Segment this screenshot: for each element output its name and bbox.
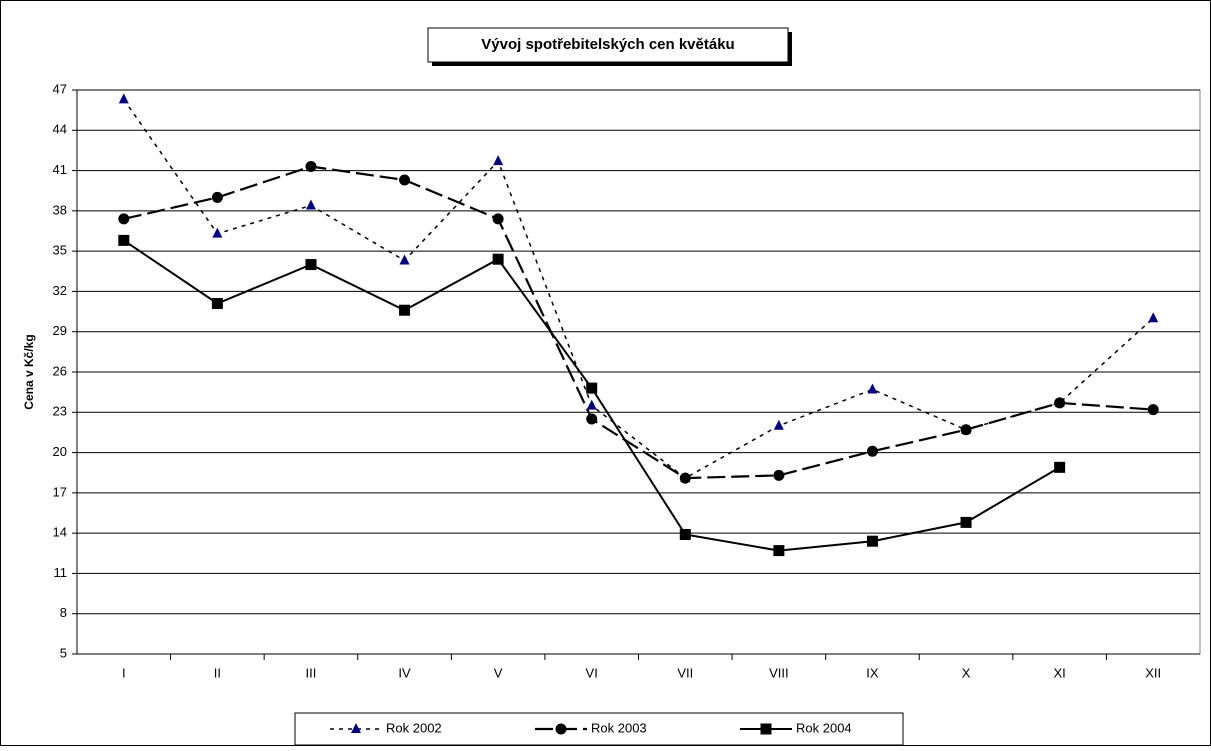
marker	[492, 253, 504, 265]
marker	[866, 535, 878, 547]
x-tick-label: VIII	[769, 665, 789, 680]
marker	[305, 161, 317, 173]
marker	[586, 399, 597, 410]
marker	[773, 469, 785, 481]
marker	[211, 191, 223, 203]
marker	[399, 254, 410, 265]
y-axis-label: Cena v Kč/kg	[22, 334, 36, 409]
y-tick-label: 17	[53, 484, 67, 499]
marker	[1054, 461, 1066, 473]
marker	[1148, 312, 1159, 323]
x-tick-label: X	[962, 665, 971, 680]
y-tick-label: 5	[60, 645, 67, 660]
chart-title: Vývoj spotřebitelských cen květáku	[481, 36, 734, 53]
y-tick-label: 47	[53, 81, 67, 96]
legend-label: Rok 2003	[591, 720, 647, 735]
marker	[773, 545, 785, 557]
marker	[351, 723, 361, 733]
marker	[586, 413, 598, 425]
marker	[679, 528, 691, 540]
x-tick-label: V	[494, 665, 503, 680]
legend-label: Rok 2004	[796, 720, 852, 735]
y-tick-label: 29	[53, 323, 67, 338]
marker	[305, 199, 316, 210]
y-tick-label: 14	[53, 525, 67, 540]
marker	[118, 93, 129, 104]
marker	[118, 213, 130, 225]
legend-label: Rok 2002	[386, 720, 442, 735]
x-tick-label: IX	[866, 665, 879, 680]
marker	[960, 516, 972, 528]
marker	[493, 155, 504, 166]
marker	[960, 424, 972, 436]
y-tick-label: 38	[53, 202, 67, 217]
x-tick-label: XII	[1145, 665, 1161, 680]
marker	[211, 298, 223, 310]
y-tick-label: 44	[53, 122, 67, 137]
y-tick-label: 20	[53, 444, 67, 459]
marker	[679, 472, 691, 484]
marker	[492, 213, 504, 225]
marker	[867, 383, 878, 394]
marker	[399, 174, 411, 186]
x-tick-label: IV	[398, 665, 411, 680]
marker	[760, 723, 772, 735]
marker	[866, 445, 878, 457]
y-tick-label: 8	[60, 605, 67, 620]
marker	[305, 259, 317, 271]
x-tick-label: XI	[1053, 665, 1065, 680]
y-tick-label: 26	[53, 363, 67, 378]
x-tick-label: VI	[586, 665, 598, 680]
marker	[586, 382, 598, 394]
marker	[1147, 404, 1159, 416]
y-tick-label: 11	[54, 565, 68, 580]
series-line	[123, 98, 1154, 479]
marker	[118, 234, 130, 246]
y-tick-label: 23	[53, 404, 67, 419]
marker	[773, 419, 784, 430]
marker	[399, 304, 411, 316]
y-tick-label: 35	[53, 243, 67, 258]
marker	[1054, 397, 1066, 409]
x-tick-label: III	[306, 665, 317, 680]
y-tick-label: 41	[53, 162, 67, 177]
marker	[555, 723, 567, 735]
y-tick-label: 32	[53, 283, 67, 298]
x-tick-label: VII	[677, 665, 693, 680]
x-tick-label: I	[122, 665, 126, 680]
title-box	[427, 27, 789, 63]
marker	[212, 227, 223, 238]
series-line	[123, 165, 1154, 480]
x-tick-label: II	[214, 665, 221, 680]
legend-box	[294, 712, 904, 746]
